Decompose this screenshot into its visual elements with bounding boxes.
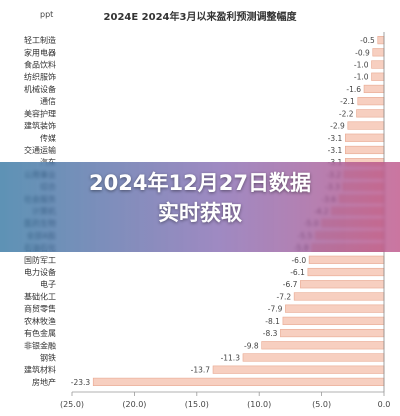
category-label: 电力设备: [24, 267, 56, 277]
bar: [300, 280, 385, 289]
data-label: -0.5: [360, 36, 375, 45]
data-label: -6.7: [283, 280, 298, 289]
category-label: 基础化工: [24, 291, 56, 301]
bar: [345, 133, 385, 142]
bar: [347, 121, 385, 130]
data-label: -6.0: [291, 256, 306, 265]
data-label: -3.1: [328, 146, 343, 155]
overlay-banner: [0, 162, 400, 252]
bar: [356, 109, 385, 118]
x-tick-label: (15.0): [185, 400, 209, 409]
bar: [371, 72, 385, 81]
data-label: -6.1: [290, 268, 305, 277]
bar: [212, 365, 385, 374]
overlay-line-1: 2024年12月27日数据: [89, 171, 311, 195]
bar: [308, 255, 385, 264]
category-label: 钢铁: [40, 352, 56, 362]
bar: [372, 48, 385, 57]
bar: [357, 97, 385, 106]
category-label: 食品饮料: [24, 60, 56, 70]
bar: [345, 145, 385, 155]
bar: [285, 304, 385, 313]
data-label: -8.1: [265, 317, 280, 326]
category-label: 非银金融: [24, 340, 56, 350]
chart-title: 2024E 2024年3月以来盈利预测调整幅度: [103, 12, 297, 23]
category-label: 有色金属: [24, 328, 56, 338]
category-label: 机械设备: [24, 84, 56, 94]
overlay-caption: 2024年12月27日数据 实时获取: [0, 168, 400, 228]
bar: [261, 341, 385, 350]
category-label: 农林牧渔: [24, 316, 56, 326]
category-label: 家用电器: [24, 47, 56, 57]
data-label: -11.3: [221, 353, 241, 362]
category-label: 传媒: [40, 133, 56, 143]
x-tick-label: (25.0): [60, 400, 84, 409]
data-label: -0.9: [355, 48, 370, 57]
x-tick-label: (10.0): [247, 400, 271, 409]
data-label: -7.9: [268, 305, 283, 314]
data-label: -2.1: [340, 97, 355, 106]
x-tick-label: (20.0): [122, 400, 146, 409]
category-label: 交通运输: [24, 145, 56, 155]
category-label: 美容护理: [24, 108, 56, 118]
data-label: -8.3: [263, 329, 278, 338]
data-label: -9.8: [244, 341, 259, 350]
category-label: 国防军工: [24, 255, 56, 265]
bar: [377, 36, 385, 45]
category-label: 商贸零售: [24, 304, 56, 314]
x-tick-label: 0.0: [378, 400, 391, 409]
bar: [363, 84, 385, 94]
data-label: -3.1: [328, 134, 343, 143]
data-label: -7.2: [277, 292, 292, 301]
data-label: -13.7: [191, 366, 211, 375]
category-label: 建筑材料: [24, 365, 56, 375]
category-label: 通信: [40, 96, 56, 106]
bar: [307, 267, 385, 277]
data-label: -2.9: [330, 122, 345, 131]
data-label: -1.0: [354, 61, 369, 70]
data-label: -1.0: [354, 73, 369, 82]
category-label: 轻工制造: [24, 35, 56, 45]
category-label: 建筑装饰: [24, 121, 56, 131]
category-label: 纺织服饰: [24, 72, 56, 82]
bar: [242, 353, 385, 362]
x-tick-label: (5.0): [312, 400, 331, 409]
data-label: -23.3: [71, 378, 91, 387]
overlay-line-2: 实时获取: [158, 201, 242, 225]
bar: [371, 60, 385, 69]
unit-label: ppt: [40, 10, 54, 19]
bar: [282, 316, 385, 325]
category-label: 房地产: [32, 377, 56, 387]
data-label: -1.6: [346, 85, 361, 94]
data-label: -2.2: [339, 109, 354, 118]
bar: [92, 377, 385, 386]
bar: [293, 292, 385, 301]
bar: [280, 328, 385, 338]
category-label: 电子: [40, 279, 56, 289]
